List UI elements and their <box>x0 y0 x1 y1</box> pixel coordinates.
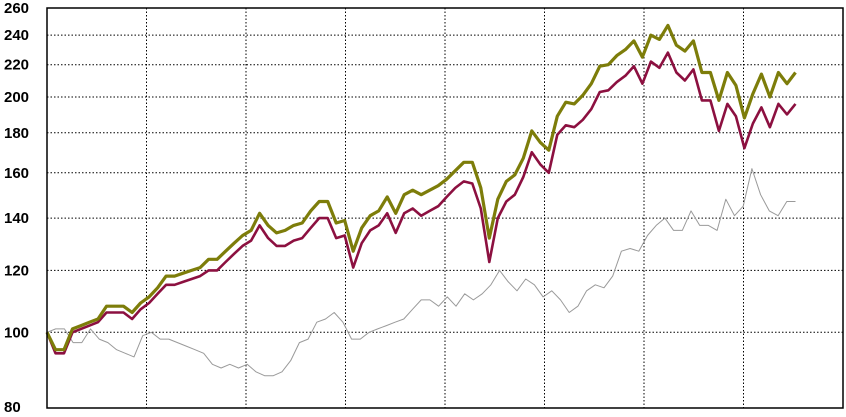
y-tick-label-240: 240 <box>4 27 29 44</box>
y-tick-label-200: 200 <box>4 89 29 106</box>
y-tick-label-120: 120 <box>4 262 29 279</box>
y-tick-label-220: 220 <box>4 57 29 74</box>
plot-frame <box>46 7 844 409</box>
vertical-gridlines <box>146 8 744 408</box>
series-line-1 <box>45 23 797 352</box>
y-tick-label-100: 100 <box>4 324 29 341</box>
series-line-2 <box>45 51 797 355</box>
y-tick-label-160: 160 <box>4 165 29 182</box>
series-layer <box>45 23 797 377</box>
series-line-3 <box>46 168 796 377</box>
y-tick-label-180: 180 <box>4 125 29 142</box>
y-tick-label-80: 80 <box>4 399 21 416</box>
y-axis-tick-labels: 80 100 120 140 160 180 200 220 240 260 <box>4 0 29 416</box>
y-tick-label-140: 140 <box>4 210 29 227</box>
y-tick-label-260: 260 <box>4 0 29 17</box>
